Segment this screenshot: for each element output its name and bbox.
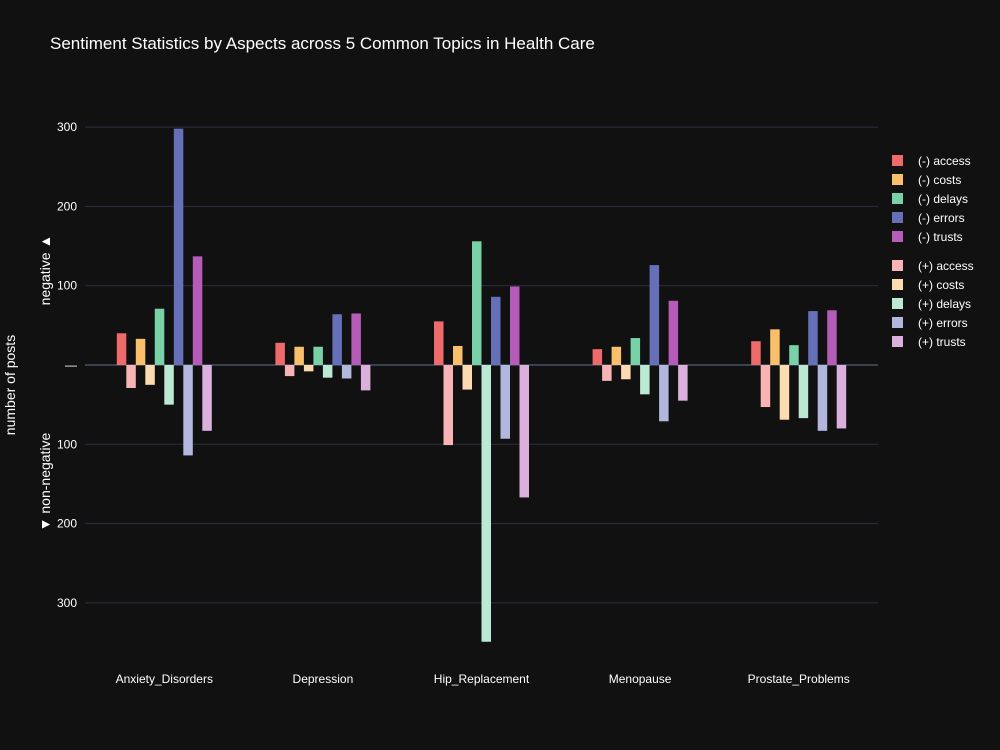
legend-swatch [892, 317, 903, 328]
y-tick-label: 200 [57, 517, 77, 531]
bar-access-anxiety_disorders [126, 365, 136, 388]
legend-label: (+) access [918, 258, 974, 273]
legend-label: (+) costs [918, 277, 965, 292]
legend-label: (-) costs [918, 172, 962, 187]
bar-delays-hip_replacement [481, 365, 491, 642]
x-tick-label: Depression [293, 672, 354, 686]
bar-trusts-menopause [678, 365, 688, 401]
bar-errors-anxiety_disorders [183, 365, 193, 456]
legend-swatch [892, 174, 903, 185]
bar-trusts-hip_replacement [519, 365, 529, 498]
y-tick-label: 300 [57, 596, 77, 610]
legend-label: (+) delays [918, 296, 972, 311]
bar-delays-depression [313, 346, 323, 365]
legend-swatch [892, 336, 903, 347]
bar-costs-hip_replacement [462, 365, 472, 390]
legend-swatch [892, 279, 903, 290]
x-tick-label: Anxiety_Disorders [116, 672, 213, 686]
y-tick-label: 100 [57, 437, 77, 451]
x-tick-label: Prostate_Problems [748, 672, 850, 686]
bar-costs-depression [294, 346, 304, 365]
bar-costs-hip_replacement [453, 345, 463, 365]
legend-item[interactable]: (+) errors [892, 313, 974, 332]
bar-costs-prostate_problems [770, 329, 780, 365]
bar-errors-prostate_problems [808, 311, 818, 365]
legend: (-) access (-) costs (-) delays (-) errors (… [892, 151, 974, 351]
bar-delays-menopause [630, 338, 641, 365]
legend-swatch [892, 260, 903, 271]
bar-costs-menopause [621, 365, 631, 380]
bar-trusts-menopause [668, 300, 679, 365]
bar-trusts-hip_replacement [510, 286, 520, 365]
x-tick-label: Menopause [609, 672, 672, 686]
bar-delays-menopause [640, 365, 650, 395]
legend-item[interactable]: (+) access [892, 256, 974, 275]
legend-swatch [892, 231, 903, 242]
bar-access-hip_replacement [434, 321, 444, 365]
bar-costs-depression [303, 365, 314, 372]
legend-item[interactable]: (-) trusts [892, 227, 974, 246]
bar-access-menopause [602, 365, 612, 381]
bar-trusts-depression [351, 313, 361, 365]
legend-swatch [892, 155, 903, 166]
bar-errors-prostate_problems [817, 365, 828, 431]
x-tick-label: Hip_Replacement [434, 672, 530, 686]
legend-label: (+) errors [918, 315, 968, 330]
bar-errors-depression [341, 365, 352, 379]
legend-label: (+) trusts [918, 334, 966, 349]
bar-access-prostate_problems [760, 365, 771, 408]
legend-item[interactable]: (+) costs [892, 275, 974, 294]
bar-errors-menopause [659, 365, 669, 422]
bar-access-anxiety_disorders [116, 333, 127, 365]
bar-trusts-anxiety_disorders [192, 256, 203, 365]
bar-errors-depression [332, 314, 342, 365]
bar-errors-hip_replacement [500, 365, 510, 439]
bar-errors-anxiety_disorders [173, 128, 184, 365]
y-tick-label: — [65, 358, 77, 372]
bar-errors-hip_replacement [491, 296, 501, 365]
bar-access-menopause [592, 349, 603, 365]
legend-item[interactable]: (-) delays [892, 189, 974, 208]
legend-label: (-) errors [918, 210, 965, 225]
legend-label: (-) trusts [918, 229, 963, 244]
bar-trusts-prostate_problems [827, 310, 837, 365]
bar-delays-hip_replacement [472, 241, 482, 365]
legend-label: (-) access [918, 153, 971, 168]
bar-costs-anxiety_disorders [145, 365, 155, 385]
legend-swatch [892, 298, 903, 309]
bar-access-hip_replacement [443, 365, 453, 446]
legend-item[interactable]: (+) trusts [892, 332, 974, 351]
bar-access-prostate_problems [751, 341, 761, 365]
legend-swatch [892, 212, 903, 223]
legend-item[interactable]: (-) access [892, 151, 974, 170]
legend-item[interactable]: (+) delays [892, 294, 974, 313]
legend-swatch [892, 193, 903, 204]
bar-access-depression [284, 365, 295, 377]
legend-item[interactable]: (-) costs [892, 170, 974, 189]
bar-delays-depression [322, 365, 333, 378]
bar-trusts-prostate_problems [836, 365, 847, 429]
bar-delays-anxiety_disorders [154, 308, 165, 365]
chart-title: Sentiment Statistics by Aspects across 5… [50, 34, 595, 53]
bar-errors-menopause [649, 265, 660, 365]
bar-trusts-depression [360, 365, 371, 391]
y-tick-label: 100 [57, 279, 77, 293]
legend-item[interactable]: (-) errors [892, 208, 974, 227]
bar-delays-anxiety_disorders [164, 365, 174, 405]
bar-delays-prostate_problems [798, 365, 809, 419]
bar-delays-prostate_problems [789, 345, 799, 365]
bar-costs-prostate_problems [779, 365, 790, 420]
y-tick-label: 300 [57, 120, 77, 134]
bar-trusts-anxiety_disorders [202, 365, 212, 431]
bar-access-depression [275, 342, 285, 365]
y-tick-label: 200 [57, 199, 77, 213]
bar-costs-anxiety_disorders [135, 338, 146, 365]
legend-group-gap [892, 246, 974, 256]
bar-costs-menopause [611, 346, 622, 365]
legend-label: (-) delays [918, 191, 969, 206]
